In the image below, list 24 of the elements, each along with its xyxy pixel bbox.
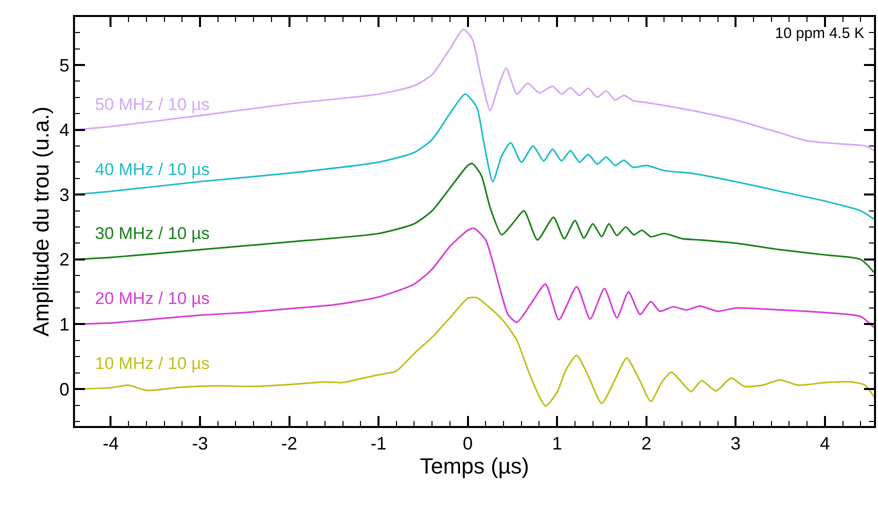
series-label: 10 MHz / 10 µs [95,354,210,373]
y-tick-label: 4 [59,120,70,140]
series-label: 40 MHz / 10 µs [95,160,210,179]
series-label: 20 MHz / 10 µs [95,289,210,308]
x-tick-label: 0 [462,434,473,454]
series-label: 50 MHz / 10 µs [95,95,210,114]
y-tick-label: 2 [59,250,70,270]
x-tick-label: -1 [370,434,387,454]
x-tick-label: 2 [641,434,652,454]
line-series [75,28,874,152]
annotation: 10 ppm 4.5 K [775,25,864,42]
y-tick-label: 5 [59,55,70,76]
x-tick-label: -4 [102,434,119,454]
x-tick-label: 4 [820,434,830,454]
x-axis-title: Temps (µs) [420,454,530,479]
y-tick-label: 3 [59,184,70,205]
x-tick-label: 3 [730,434,741,454]
x-tick-label: -2 [281,434,298,454]
y-tick-label: 1 [59,314,70,335]
y-axis-title: Amplitude du trou (u.a.) [28,106,54,336]
x-tick-label: 1 [552,434,562,454]
x-tick-label: -3 [192,434,208,454]
y-tick-label: 0 [59,379,70,400]
series-label: 30 MHz / 10 µs [95,224,210,243]
